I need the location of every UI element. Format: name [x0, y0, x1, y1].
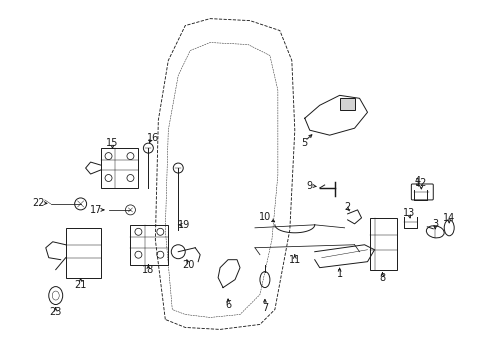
- Text: 5: 5: [301, 138, 307, 148]
- Text: 7: 7: [261, 302, 267, 312]
- Text: 18: 18: [142, 265, 154, 275]
- Bar: [101, 148, 138, 188]
- Text: 17: 17: [90, 205, 102, 215]
- Text: 3: 3: [431, 219, 437, 229]
- Text: 10: 10: [258, 212, 270, 222]
- Text: 12: 12: [414, 178, 427, 188]
- Text: 8: 8: [379, 273, 385, 283]
- Polygon shape: [314, 245, 374, 268]
- Text: 14: 14: [442, 213, 454, 223]
- Text: 22: 22: [33, 198, 45, 208]
- Text: 23: 23: [49, 307, 62, 318]
- Text: 11: 11: [288, 255, 300, 265]
- Text: 2: 2: [344, 202, 350, 212]
- Bar: [65, 228, 101, 278]
- Bar: [369, 218, 397, 270]
- Text: 4: 4: [413, 176, 420, 186]
- Polygon shape: [218, 260, 240, 288]
- Bar: [130, 225, 168, 265]
- Text: 9: 9: [306, 181, 312, 191]
- Text: 1: 1: [336, 269, 342, 279]
- Text: 16: 16: [147, 133, 159, 143]
- Text: 6: 6: [224, 300, 231, 310]
- Polygon shape: [304, 95, 367, 135]
- Text: 21: 21: [74, 280, 87, 289]
- Text: 19: 19: [178, 220, 190, 230]
- Text: 20: 20: [182, 260, 194, 270]
- Text: 15: 15: [106, 138, 119, 148]
- Text: 13: 13: [403, 208, 415, 218]
- Bar: [339, 98, 354, 110]
